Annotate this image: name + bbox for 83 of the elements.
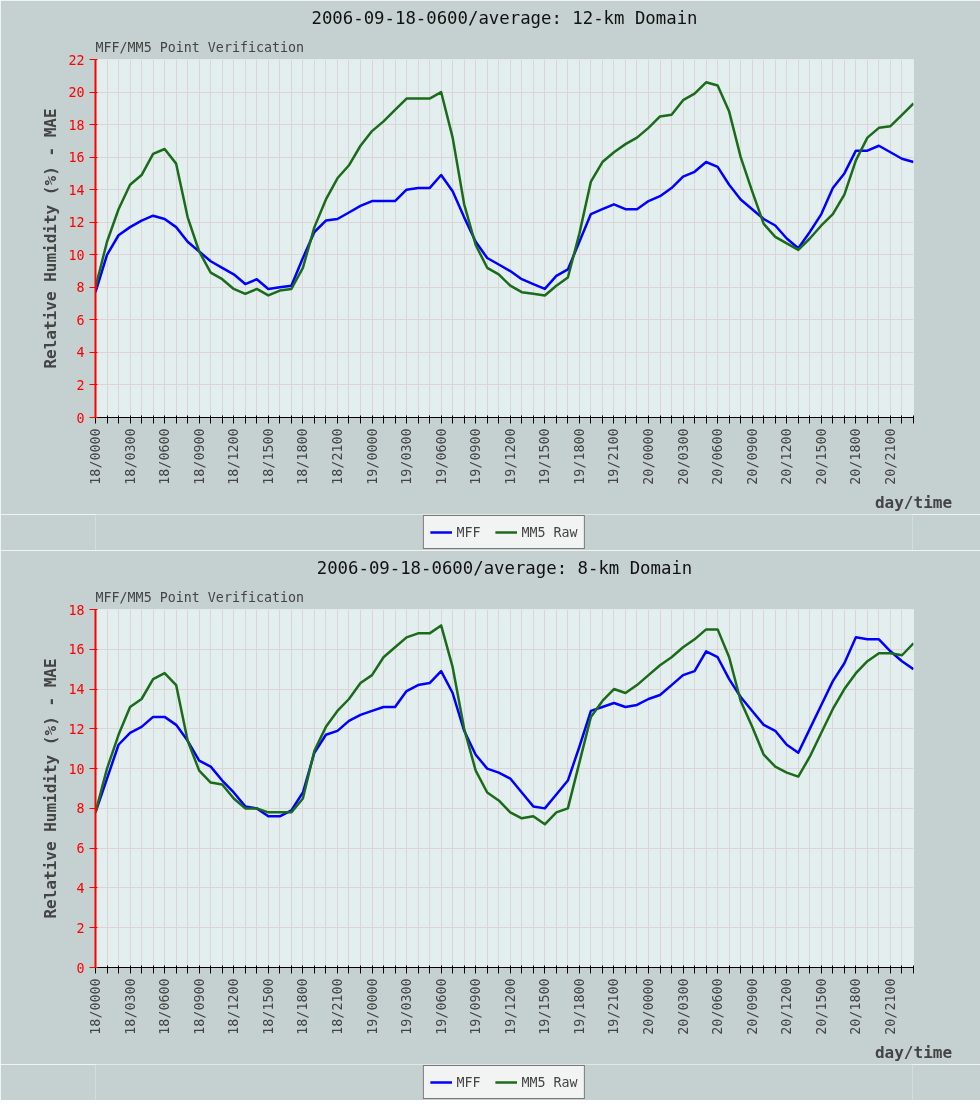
x-tick-label: 18/1500	[260, 978, 276, 1035]
x-tick-label: 20/0300	[675, 428, 691, 485]
x-tick-label: 20/0600	[710, 978, 726, 1035]
chart-title: 2006-09-18-0600/average: 8-km Domain	[316, 557, 693, 578]
x-tick-label: 20/1200	[779, 428, 795, 485]
x-tick-label: 18/1200	[226, 428, 242, 485]
x-tick-label: 20/0000	[641, 428, 657, 485]
y-tick-label: 2	[76, 920, 85, 936]
x-tick-label: 18/0600	[157, 978, 173, 1035]
y-tick-label: 18	[68, 602, 85, 618]
y-tick-label: 22	[68, 52, 85, 68]
x-tick-label: 20/1500	[813, 428, 829, 485]
x-tick-label: 19/0300	[399, 978, 415, 1035]
line-series	[95, 81, 914, 297]
x-tick-label: 18/1800	[295, 428, 311, 485]
x-tick-label: 20/1800	[848, 428, 864, 485]
y-tick-label: 18	[68, 117, 85, 133]
x-tick-label: 18/0900	[191, 978, 207, 1035]
x-tick-label: 20/2100	[882, 978, 898, 1035]
chart-title: 2006-09-18-0600/average: 12-km Domain	[311, 7, 698, 28]
x-tick-label: 19/0900	[468, 978, 484, 1035]
x-tick-label: 20/1500	[813, 978, 829, 1035]
x-tick-label: 20/1800	[848, 978, 864, 1035]
x-tick-label: 19/0900	[468, 428, 484, 485]
x-tick-label: 18/2100	[329, 428, 345, 485]
x-tick-label: 18/0300	[122, 428, 138, 485]
x-tick-label: 19/0600	[433, 978, 449, 1035]
y-tick-label: 12	[68, 215, 85, 231]
y-tick-label: 4	[76, 880, 85, 896]
text: MFF/MM5 Point Verification	[95, 589, 305, 605]
x-tick-label: 19/0000	[364, 428, 380, 485]
x-tick-label: 19/2100	[606, 428, 622, 485]
x-tick-label: 18/1200	[226, 978, 242, 1035]
x-tick-label: 18/0900	[191, 428, 207, 485]
y-tick-label: 2	[76, 377, 85, 393]
y-tick-label: 8	[76, 801, 85, 817]
y-tick-label: 4	[76, 345, 85, 361]
y-tick-label: 14	[68, 182, 85, 198]
y-tick-label: 10	[68, 247, 85, 263]
x-tick-label: 18/0300	[122, 978, 138, 1035]
x-tick-label: 18/0600	[157, 428, 173, 485]
x-tick-label: 19/0300	[399, 428, 415, 485]
x-tick-label: 19/2100	[606, 978, 622, 1035]
x-tick-label: 20/0900	[744, 978, 760, 1035]
y-tick-label: 8	[76, 280, 85, 296]
y-tick-label: 6	[76, 312, 85, 328]
x-tick-label: 19/1200	[502, 428, 518, 485]
x-tick-label: 20/0600	[710, 428, 726, 485]
y-tick-label: 0	[76, 960, 85, 976]
y-tick-label: 14	[68, 682, 85, 698]
x-tick-label: 18/0000	[88, 978, 103, 1035]
x-tick-label: 20/0300	[675, 978, 691, 1035]
x-tick-label: 19/1500	[537, 428, 553, 485]
y-tick-label: 16	[68, 150, 85, 166]
x-tick-label: 18/2100	[329, 978, 345, 1035]
x-tick-label: 19/1200	[502, 978, 518, 1035]
x-tick-label: 19/0000	[364, 978, 380, 1035]
legend-label: MFF	[456, 1074, 481, 1090]
x-tick-label: 20/2100	[882, 428, 898, 485]
x-axis-title: day/time	[874, 492, 953, 512]
x-tick-label: 18/0000	[88, 428, 103, 485]
legend-label: MM5 Raw	[521, 524, 578, 540]
x-tick-label: 19/1800	[571, 428, 587, 485]
legend-label: MM5 Raw	[521, 1074, 578, 1090]
y-tick-label: 10	[68, 761, 85, 777]
x-tick-label: 19/1500	[537, 978, 553, 1035]
y-axis-title: Relative Humidity (%) - MAE	[41, 108, 61, 369]
y-tick-label: 0	[76, 410, 85, 426]
x-tick-label: 18/1800	[295, 978, 311, 1035]
x-axis-title: day/time	[874, 1042, 953, 1062]
x-tick-label: 20/0000	[641, 978, 657, 1035]
y-tick-label: 16	[68, 642, 85, 658]
legend-label: MFF	[456, 524, 481, 540]
x-tick-label: 20/1200	[779, 978, 795, 1035]
y-tick-label: 6	[76, 841, 85, 857]
x-tick-label: 20/0900	[744, 428, 760, 485]
y-tick-label: 20	[68, 85, 85, 101]
y-axis-title: Relative Humidity (%) - MAE	[41, 658, 61, 919]
text: MFF/MM5 Point Verification	[95, 39, 305, 55]
y-tick-label: 12	[68, 721, 85, 737]
x-tick-label: 19/0600	[433, 428, 449, 485]
x-tick-label: 18/1500	[260, 428, 276, 485]
x-tick-label: 19/1800	[571, 978, 587, 1035]
